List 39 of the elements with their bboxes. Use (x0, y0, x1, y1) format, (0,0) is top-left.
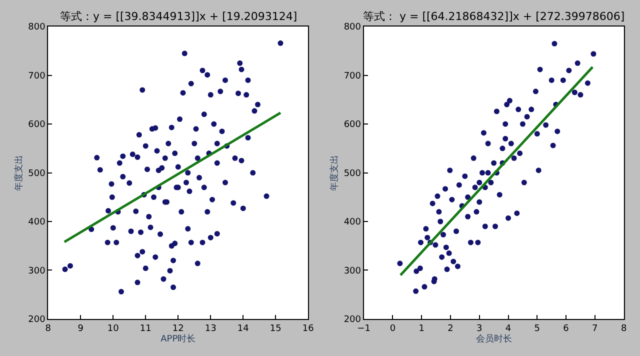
x-tick-label: 14 (237, 324, 250, 334)
x-tick-label: 12 (172, 324, 184, 334)
x-tick-label: 9 (78, 324, 84, 334)
x-tick-label: −1 (357, 324, 370, 334)
x-tick-label: 13 (204, 324, 216, 334)
x-tick-label: 7 (592, 324, 598, 334)
y-tick-label: 500 (28, 168, 46, 179)
x-tick-label: 11 (140, 324, 152, 334)
y-tick-label: 600 (28, 120, 46, 130)
x-tick-label: 15 (270, 324, 282, 334)
y-tick-label: 600 (344, 120, 362, 130)
y-tick-label: 500 (344, 168, 362, 179)
y-tick-label: 300 (28, 266, 46, 276)
chart-title: 等式： y = [[64.21868432]]x + [272.39978606] (363, 10, 625, 23)
x-axis-title: APP时长 (160, 334, 196, 345)
x-tick-label: 10 (107, 324, 120, 334)
y-tick-label: 800 (344, 22, 362, 33)
x-tick-label: 16 (302, 324, 314, 334)
y-tick-label: 400 (344, 218, 362, 228)
y-axis-title: 年度支出 (329, 154, 340, 191)
y-tick-label: 200 (28, 315, 46, 326)
y-tick-label: 700 (28, 71, 46, 82)
x-tick-label: 8 (620, 324, 627, 334)
x-tick-label: 4 (505, 324, 512, 334)
x-tick-label: 5 (534, 324, 540, 334)
y-tick-label: 200 (344, 315, 362, 326)
chart-title: 等式：y = [[39.8344913]]x + [19.2093124] (60, 10, 298, 23)
y-tick-label: 400 (28, 218, 46, 228)
x-tick-label: 2 (448, 324, 454, 334)
y-tick-label: 800 (28, 22, 46, 33)
x-axis-title: 会员时长 (476, 334, 512, 345)
y-axis-title: 年度支出 (14, 154, 24, 191)
x-tick-label: 6 (563, 324, 570, 334)
y-tick-label: 300 (344, 266, 362, 276)
y-tick-label: 700 (344, 71, 362, 82)
x-tick-label: 0 (390, 324, 396, 334)
x-tick-label: 3 (476, 324, 482, 334)
x-tick-label: 8 (45, 324, 52, 334)
x-tick-label: 1 (418, 324, 424, 334)
